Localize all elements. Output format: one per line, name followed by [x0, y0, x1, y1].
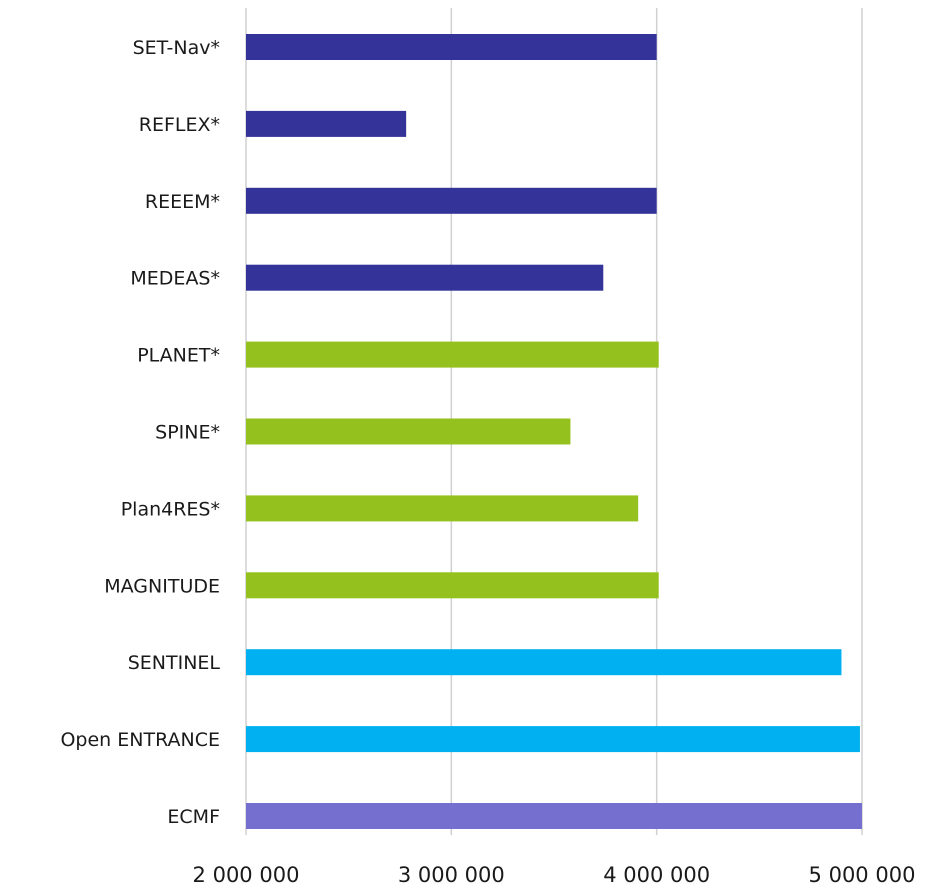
category-label: Open ENTRANCE [60, 729, 220, 751]
x-axis-tick-labels: 2 000 000 3 000 000 4 000 000 5 000 000 [193, 863, 916, 887]
x-tick-label: 2 000 000 [193, 863, 300, 887]
bar [246, 495, 639, 522]
category-label: REEEM* [145, 191, 220, 213]
category-label: Plan4RES* [121, 498, 220, 520]
bar [246, 34, 657, 60]
x-tick-label: 5 000 000 [809, 863, 916, 887]
category-label: ECMF [167, 806, 220, 828]
category-label: REFLEX* [139, 114, 220, 136]
category-label: MEDEAS* [130, 268, 220, 290]
bars [246, 34, 862, 829]
category-labels: SET-Nav* REFLEX* REEEM* MEDEAS* PLANET* SPINE… [60, 37, 220, 828]
bar [246, 649, 842, 676]
bar [246, 341, 659, 368]
category-label: SET-Nav* [133, 37, 220, 59]
x-tick-label: 3 000 000 [398, 863, 505, 887]
category-label: SPINE* [155, 422, 220, 444]
bar [246, 803, 862, 829]
x-tick-label: 4 000 000 [603, 863, 710, 887]
category-label: SENTINEL [128, 652, 221, 674]
bar [246, 726, 860, 753]
bar [246, 572, 659, 599]
category-label: PLANET* [137, 345, 220, 367]
bar [246, 110, 407, 137]
bar [246, 187, 657, 214]
bar [246, 418, 571, 445]
category-label: MAGNITUDE [104, 575, 220, 597]
bar [246, 264, 604, 291]
